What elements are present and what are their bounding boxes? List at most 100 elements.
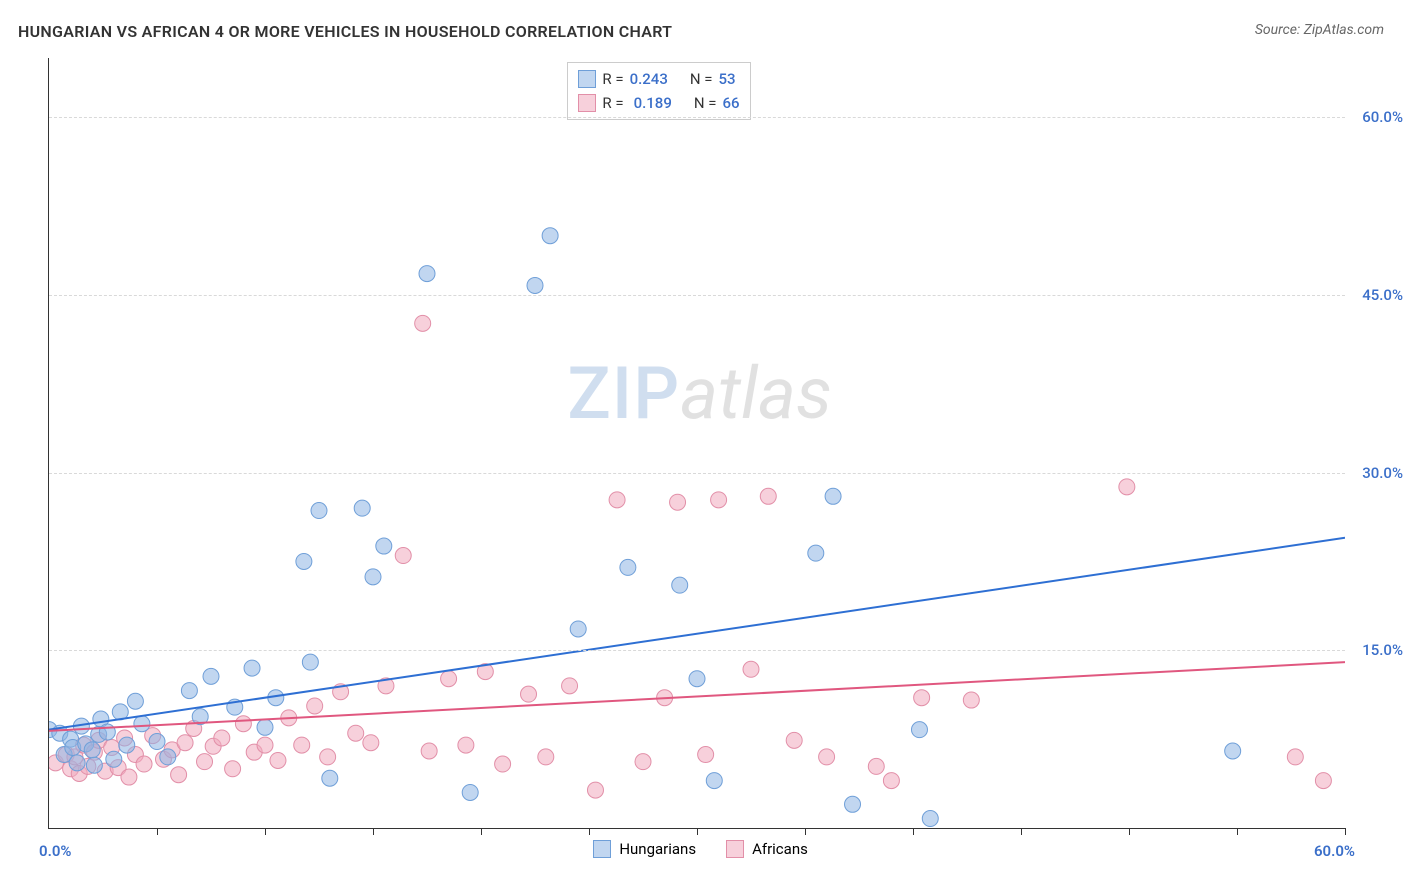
data-point [307, 698, 323, 714]
series-legend: Hungarians Africans [593, 840, 808, 858]
data-point [825, 488, 841, 504]
data-point [376, 538, 392, 554]
n-value-2: 66 [723, 94, 740, 112]
data-point [527, 277, 543, 293]
ytick-label: 45.0% [1362, 286, 1403, 304]
data-point [786, 732, 802, 748]
xaxis-max-label: 60.0% [1314, 842, 1355, 860]
data-point [136, 756, 152, 772]
data-point [322, 770, 338, 786]
gridline [49, 117, 1345, 118]
data-point [320, 749, 336, 765]
data-point [570, 621, 586, 637]
xtick [805, 828, 806, 835]
xtick [373, 828, 374, 835]
gridline [49, 473, 1345, 474]
data-point [963, 692, 979, 708]
data-point [415, 315, 431, 331]
data-point [419, 266, 435, 282]
source-label: Source: ZipAtlas.com [1255, 22, 1384, 38]
data-point [127, 693, 143, 709]
data-point [257, 737, 273, 753]
data-point [311, 503, 327, 519]
swatch-hungarians-icon [593, 840, 611, 858]
xtick [157, 828, 158, 835]
data-point [177, 735, 193, 751]
data-point [1119, 479, 1135, 495]
data-point [225, 761, 241, 777]
xtick [1345, 828, 1346, 835]
xtick [481, 828, 482, 835]
legend-item-hungarians: Hungarians [593, 840, 696, 858]
data-point [354, 500, 370, 516]
data-point [171, 767, 187, 783]
data-point [538, 749, 554, 765]
chart-svg [49, 58, 1345, 828]
data-point [69, 755, 85, 771]
xtick [265, 828, 266, 835]
n-label: N = [690, 70, 713, 88]
data-point [296, 553, 312, 569]
r-value-2: 0.189 [630, 94, 672, 112]
data-point [698, 747, 714, 763]
r-label-2: R = [602, 94, 623, 112]
data-point [819, 749, 835, 765]
chart-container: HUNGARIAN VS AFRICAN 4 OR MORE VEHICLES … [0, 0, 1406, 892]
data-point [119, 737, 135, 753]
ytick-label: 30.0% [1362, 464, 1403, 482]
data-point [670, 494, 686, 510]
data-point [160, 749, 176, 765]
gridline [49, 295, 1345, 296]
data-point [203, 668, 219, 684]
data-point [149, 734, 165, 750]
r-label: R = [602, 70, 623, 88]
ytick-label: 15.0% [1362, 641, 1403, 659]
data-point [743, 661, 759, 677]
data-point [521, 686, 537, 702]
xtick [913, 828, 914, 835]
data-point [363, 735, 379, 751]
stats-row-hungarians: R = 0.243 N = 53 [578, 67, 739, 91]
data-point [495, 756, 511, 772]
data-point [922, 811, 938, 827]
gridline [49, 650, 1345, 651]
data-point [635, 754, 651, 770]
xaxis-min-label: 0.0% [39, 842, 71, 860]
data-point [421, 743, 437, 759]
xtick [697, 828, 698, 835]
data-point [1287, 749, 1303, 765]
data-point [86, 757, 102, 773]
r-value-1: 0.243 [630, 70, 668, 88]
stats-row-africans: R = 0.189 N = 66 [578, 91, 739, 115]
data-point [542, 228, 558, 244]
data-point [587, 782, 603, 798]
data-point [706, 773, 722, 789]
data-point [121, 769, 137, 785]
xtick [1129, 828, 1130, 835]
data-point [348, 725, 364, 741]
data-point [244, 660, 260, 676]
data-point [99, 724, 115, 740]
plot-area: ZIPatlas R = 0.243 N = 53 R = 0.189 N = … [48, 58, 1345, 829]
xtick [1237, 828, 1238, 835]
data-point [365, 569, 381, 585]
data-point [235, 716, 251, 732]
data-point [257, 719, 273, 735]
data-point [868, 758, 884, 774]
data-point [1225, 743, 1241, 759]
data-point [214, 730, 230, 746]
data-point [458, 737, 474, 753]
data-point [562, 678, 578, 694]
data-point [672, 577, 688, 593]
data-point [883, 773, 899, 789]
data-point [441, 671, 457, 687]
data-point [302, 654, 318, 670]
data-point [711, 492, 727, 508]
swatch-africans-icon [578, 94, 596, 112]
data-point [84, 742, 100, 758]
data-point [462, 784, 478, 800]
data-point [181, 683, 197, 699]
data-point [294, 737, 310, 753]
data-point [808, 545, 824, 561]
data-point [197, 754, 213, 770]
